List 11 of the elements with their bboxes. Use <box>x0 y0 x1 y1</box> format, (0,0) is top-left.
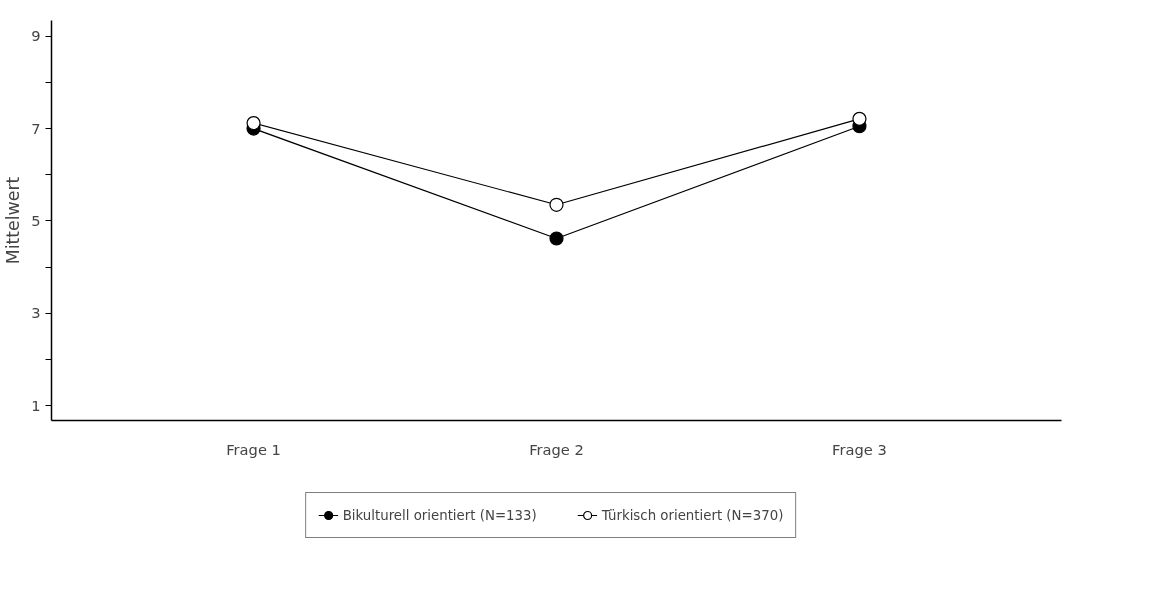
x-tick-label: Frage 2 <box>529 440 584 458</box>
legend-label: Bikulturell orientiert (N=133) <box>342 507 537 523</box>
x-tick-label: Frage 1 <box>226 440 281 458</box>
y-tick-label: 5 <box>31 211 41 229</box>
x-tick-label: Frage 3 <box>832 440 887 458</box>
y-tick-label: 1 <box>31 396 41 414</box>
legend-label: Türkisch orientiert (N=370) <box>601 507 784 523</box>
y-tick-label: 3 <box>31 304 41 322</box>
y-tick-label: 9 <box>31 27 41 45</box>
y-tick-label: 7 <box>31 119 41 137</box>
y-axis-title: Mittelwert <box>3 176 24 265</box>
